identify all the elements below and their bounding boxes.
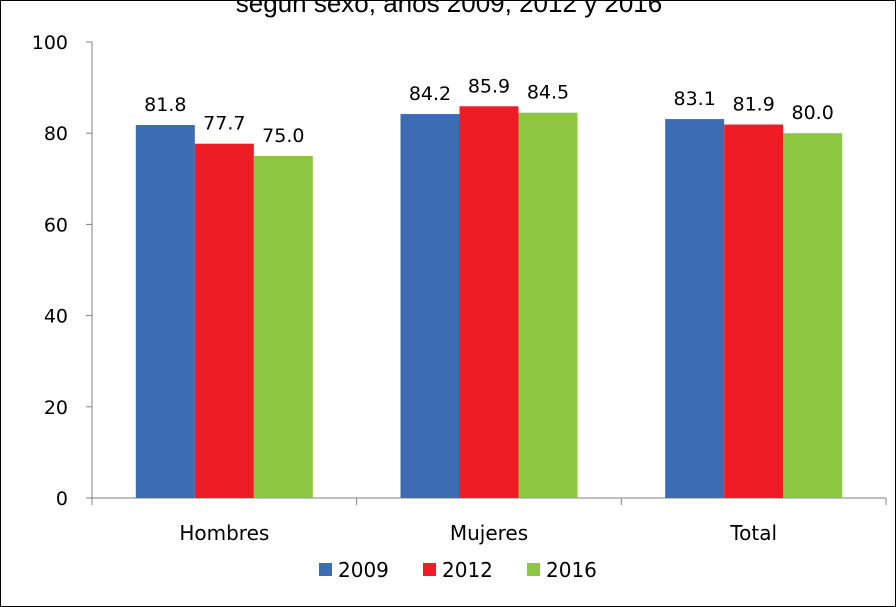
- data-label: 81.9: [733, 94, 775, 116]
- legend-label: 2012: [442, 558, 493, 582]
- y-tick-label: 80: [44, 123, 68, 145]
- bar-2009-mujeres: [400, 114, 460, 498]
- y-tick-label: 60: [44, 214, 68, 236]
- bar-2012-hombres: [194, 143, 254, 499]
- legend-swatch-2009: [319, 563, 332, 576]
- data-label: 84.5: [527, 82, 569, 104]
- bar-2012-mujeres: [459, 106, 519, 499]
- legend-swatch-2012: [423, 563, 436, 576]
- chart-title: según sexo, años 2009, 2012 y 2016: [235, 0, 663, 18]
- x-category-label: Total: [729, 521, 777, 545]
- data-label: 75.0: [262, 125, 304, 147]
- legend-swatch-2016: [527, 563, 540, 576]
- bar-2012-total: [724, 124, 784, 498]
- data-label: 77.7: [203, 113, 245, 135]
- bar-2009-hombres: [135, 124, 195, 498]
- data-label: 85.9: [468, 75, 510, 97]
- x-category-label: Mujeres: [450, 521, 528, 545]
- data-label: 80.0: [792, 102, 834, 124]
- y-tick-label: 100: [32, 32, 68, 54]
- bar-2016-total: [783, 133, 843, 498]
- data-label: 84.2: [409, 83, 451, 105]
- bar-2009-total: [665, 119, 725, 499]
- y-tick-label: 20: [44, 397, 68, 419]
- bar-2016-mujeres: [518, 112, 578, 499]
- legend-label: 2016: [546, 558, 597, 582]
- data-label: 83.1: [674, 88, 716, 110]
- y-tick-label: 0: [56, 488, 68, 510]
- bar-2016-hombres: [253, 156, 313, 498]
- data-label: 81.8: [144, 94, 186, 116]
- y-tick-label: 40: [44, 306, 68, 328]
- x-category-label: Hombres: [179, 521, 269, 545]
- legend-label: 2009: [338, 558, 389, 582]
